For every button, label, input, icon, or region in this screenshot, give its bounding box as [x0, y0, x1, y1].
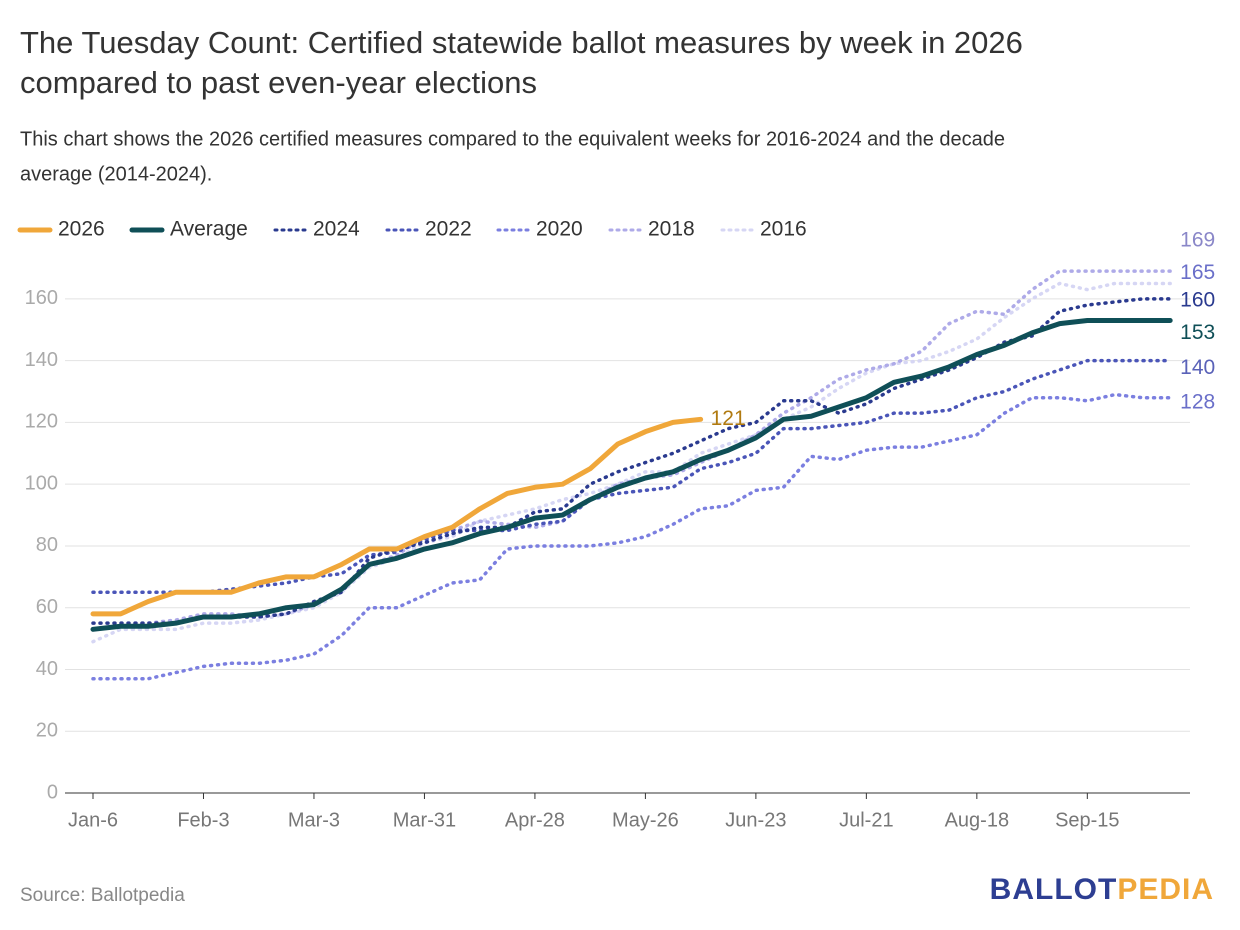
- x-tick-label: Jul-21: [839, 809, 893, 831]
- x-tick-label: Jun-23: [725, 809, 786, 831]
- y-tick-label: 120: [25, 411, 58, 433]
- x-tick-label: Sep-15: [1055, 809, 1120, 831]
- value-label: 153: [1180, 321, 1215, 344]
- y-tick-label: 20: [36, 720, 58, 742]
- x-tick-label: Mar-31: [393, 809, 456, 831]
- value-label: 165: [1180, 261, 1215, 284]
- y-tick-label: 160: [25, 287, 58, 309]
- y-tick-label: 80: [36, 534, 58, 556]
- legend-label: 2022: [425, 218, 472, 241]
- value-label: 140: [1180, 356, 1215, 379]
- value-label: 128: [1180, 390, 1215, 413]
- value-label: 121: [711, 407, 746, 430]
- y-tick-label: 40: [36, 658, 58, 680]
- logo: BALLOTPEDIA: [990, 873, 1214, 906]
- x-tick-label: May-26: [612, 809, 679, 831]
- series-line: [91, 281, 1172, 644]
- value-label: 160: [1180, 288, 1215, 311]
- legend-label: Average: [170, 218, 248, 241]
- y-tick-label: 100: [25, 472, 58, 494]
- subtitle: This chart shows the 2026 certified meas…: [20, 128, 1005, 150]
- x-tick-label: Aug-18: [945, 809, 1010, 831]
- legend-label: 2016: [760, 218, 807, 241]
- subtitle: average (2014-2024).: [20, 163, 212, 185]
- legend-label: 2024: [313, 218, 360, 241]
- series-line: [91, 392, 1172, 681]
- y-tick-label: 0: [47, 781, 58, 803]
- series-line: [91, 358, 1172, 595]
- legend-label: 2026: [58, 218, 105, 241]
- logo-part: PEDIA: [1117, 873, 1214, 906]
- legend-label: 2020: [536, 218, 583, 241]
- x-tick-label: Feb-3: [177, 809, 229, 831]
- series-line: [91, 297, 1172, 625]
- series-line: [91, 269, 1172, 632]
- chart-title: The Tuesday Count: Certified statewide b…: [20, 25, 1023, 60]
- x-tick-label: Mar-3: [288, 809, 340, 831]
- value-label: 169: [1180, 229, 1215, 252]
- x-tick-label: Jan-6: [68, 809, 118, 831]
- series-line: [90, 416, 704, 617]
- series-line: [90, 318, 1173, 632]
- legend-label: 2018: [648, 218, 695, 241]
- x-tick-label: Apr-28: [505, 809, 565, 831]
- source: Source: Ballotpedia: [20, 885, 185, 906]
- y-tick-label: 140: [25, 349, 58, 371]
- logo-part: BALLOT: [990, 873, 1118, 906]
- chart-title: compared to past even-year elections: [20, 65, 537, 100]
- y-tick-label: 60: [36, 596, 58, 618]
